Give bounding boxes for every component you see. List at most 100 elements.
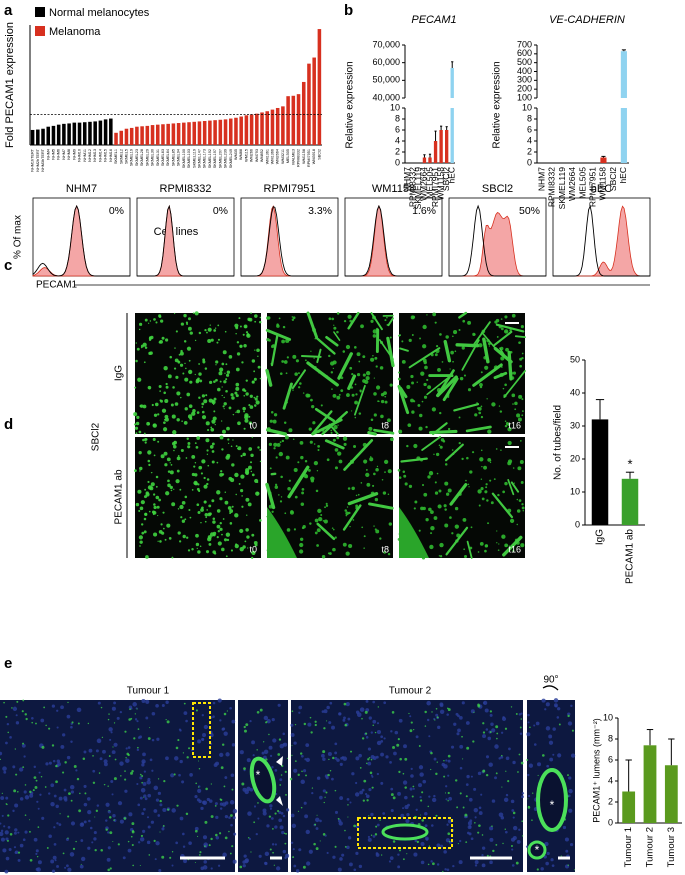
cell xyxy=(250,453,254,458)
cell xyxy=(254,320,257,323)
nucleus xyxy=(151,738,155,742)
cell xyxy=(153,318,156,321)
tube xyxy=(368,502,394,510)
cell xyxy=(235,493,237,496)
nucleus xyxy=(56,709,59,712)
nucleus xyxy=(110,731,113,734)
cell xyxy=(366,482,371,487)
bar xyxy=(234,117,238,145)
pecam1-signal xyxy=(108,755,111,757)
cell xyxy=(333,439,336,442)
cell xyxy=(225,378,228,381)
bar xyxy=(30,129,35,145)
nucleus xyxy=(232,859,237,864)
cell xyxy=(226,370,231,374)
cell xyxy=(159,540,162,543)
pecam1-signal xyxy=(17,851,21,854)
cell xyxy=(423,382,427,387)
cell xyxy=(502,490,506,494)
x-tick-label: SKMEL2 xyxy=(119,149,123,164)
bar xyxy=(208,120,212,145)
cell xyxy=(316,544,319,547)
x-tick-label: SKMEL173 xyxy=(203,149,207,168)
pecam1-signal xyxy=(327,773,330,777)
cell xyxy=(276,443,281,447)
pecam1-signal xyxy=(367,758,370,761)
x-tick-label: NHM11 xyxy=(83,149,87,162)
pecam1-signal xyxy=(283,832,286,834)
x-tick-label: Tumour 3 xyxy=(666,827,677,867)
lumen-mark: * xyxy=(535,843,540,857)
cell xyxy=(167,479,170,483)
nucleus xyxy=(83,784,87,788)
pecam1-signal xyxy=(375,825,378,828)
cell xyxy=(153,503,156,506)
pecam1-signal xyxy=(46,847,49,849)
nucleus xyxy=(512,825,518,831)
cell xyxy=(462,319,466,323)
nucleus xyxy=(88,748,93,753)
nucleus xyxy=(551,864,555,868)
pecam1-signal xyxy=(473,711,475,713)
cell xyxy=(153,532,158,537)
pecam1-signal xyxy=(289,777,293,781)
cell xyxy=(181,500,186,505)
nucleus xyxy=(93,837,97,841)
cell xyxy=(488,345,491,347)
cell xyxy=(194,482,198,486)
cell xyxy=(176,456,181,461)
nucleus xyxy=(31,716,34,720)
cell xyxy=(322,520,325,522)
pecam1-signal xyxy=(92,755,94,757)
cell xyxy=(197,377,200,381)
cell xyxy=(195,379,200,384)
nucleus xyxy=(361,788,365,792)
cell xyxy=(354,400,358,405)
cell xyxy=(436,472,439,475)
cell xyxy=(292,438,295,441)
pecam1-signal xyxy=(231,845,234,848)
pecam1-signal xyxy=(456,806,459,809)
cell xyxy=(211,499,215,503)
nucleus xyxy=(181,780,185,784)
cell xyxy=(146,421,150,426)
nucleus xyxy=(12,765,16,769)
cell xyxy=(424,365,428,370)
pecam1-signal xyxy=(361,717,363,720)
cell xyxy=(373,472,376,476)
cell xyxy=(213,552,217,555)
cell xyxy=(480,405,483,408)
cell xyxy=(192,312,195,314)
pecam1-signal xyxy=(198,768,201,770)
cell xyxy=(155,485,158,488)
microscopy-image xyxy=(134,435,262,560)
pecam1-signal xyxy=(380,854,383,856)
cell xyxy=(166,523,171,528)
cell xyxy=(299,537,304,541)
nucleus xyxy=(473,807,479,813)
pecam1-signal xyxy=(477,831,480,834)
pecam1-signal xyxy=(284,842,287,845)
control-histogram xyxy=(345,204,442,277)
tumour-image xyxy=(289,699,525,873)
pecam1-signal xyxy=(0,758,2,760)
cell xyxy=(134,469,137,473)
x-tick-label: WM2664 xyxy=(276,149,280,164)
nucleus xyxy=(439,702,444,707)
cell xyxy=(200,508,204,512)
pecam1-signal xyxy=(29,830,31,833)
cell xyxy=(447,488,452,493)
cell xyxy=(520,480,524,484)
cell xyxy=(278,317,281,320)
cell xyxy=(238,482,241,485)
pecam1-signal xyxy=(515,861,519,865)
cell xyxy=(281,439,285,443)
nucleus xyxy=(229,800,235,805)
cell xyxy=(304,459,308,463)
x-tick-label: SKMEL119 xyxy=(413,167,423,210)
cell xyxy=(516,523,518,526)
cell xyxy=(507,461,512,466)
cell xyxy=(285,372,288,375)
cell xyxy=(163,527,165,530)
pecam1-signal xyxy=(35,722,37,725)
